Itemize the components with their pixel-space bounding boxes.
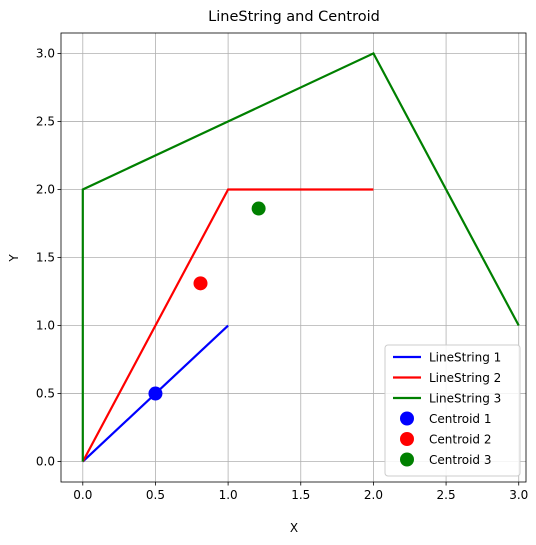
y-tick-label: 3.0: [36, 46, 55, 60]
y-tick-label: 1.5: [36, 251, 55, 265]
chart-title: LineString and Centroid: [208, 9, 380, 25]
linestring-2-legend-label: LineString 2: [429, 371, 501, 385]
y-tick-label: 2.5: [36, 114, 55, 128]
ticks: 0.0 0.5 1.0 1.5 2.0 2.5 3.0 0.0 0.5 1.0 1.5 2.0 2.5 3…: [36, 46, 528, 502]
y-tick-label: 0.0: [36, 455, 55, 469]
linestring-1-legend-label: LineString 1: [429, 351, 501, 365]
linestring-2-line: [81, 188, 374, 463]
y-tick-label: 0.5: [36, 387, 55, 401]
x-tick-label: 2.0: [364, 488, 383, 502]
x-tick-label: 1.5: [291, 488, 310, 502]
linestring-3-legend-label: LineString 3: [429, 392, 501, 406]
y-axis-label: Y: [7, 254, 21, 263]
x-axis-label: X: [290, 521, 298, 535]
plot-series: [81, 51, 520, 463]
y-tick-label: 2.0: [36, 182, 55, 196]
centroid-1-legend-swatch: [400, 411, 414, 426]
x-tick-label: 3.0: [509, 488, 528, 502]
legend: LineString 1 LineString 2 LineString 3 Cent…: [384, 344, 521, 477]
centroid-3-legend-label: Centroid 3: [429, 453, 491, 467]
centroid-1-legend-label: Centroid 1: [429, 412, 491, 426]
centroid-3-marker: [251, 201, 266, 216]
centroid-3-legend-swatch: [400, 452, 414, 467]
centroid-2-marker: [193, 276, 208, 291]
centroid-2-legend-label: Centroid 2: [429, 433, 491, 447]
x-tick-label: 0.0: [73, 488, 92, 502]
y-tick-label: 1.0: [36, 319, 55, 333]
x-tick-label: 1.0: [219, 488, 238, 502]
centroid-2-legend-swatch: [400, 432, 414, 446]
grid: [61, 33, 526, 482]
x-tick-label: 2.5: [437, 488, 456, 502]
linestring-3-line: [81, 51, 520, 462]
centroid-1-marker: [148, 386, 163, 401]
x-tick-label: 0.5: [146, 488, 165, 502]
